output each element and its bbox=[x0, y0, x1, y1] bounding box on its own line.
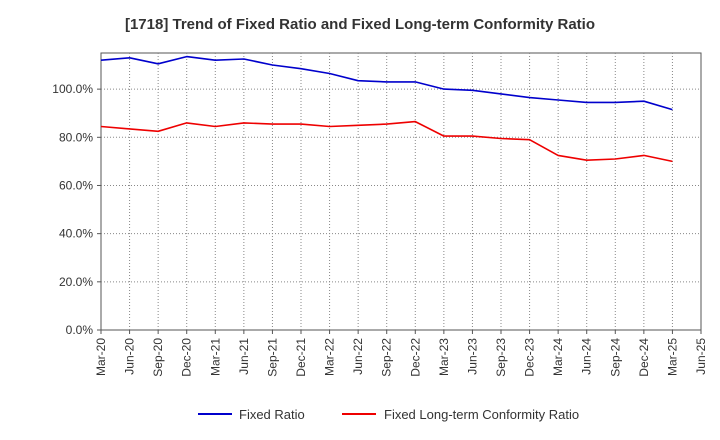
x-tick-label: Dec-22 bbox=[408, 338, 422, 377]
y-tick-label: 20.0% bbox=[59, 275, 93, 289]
x-tick-label: Mar-24 bbox=[551, 338, 565, 376]
series-layer bbox=[100, 55, 673, 163]
x-tick-label: Dec-23 bbox=[523, 338, 537, 377]
x-tick-label: Mar-20 bbox=[94, 338, 108, 376]
y-tick-label: 60.0% bbox=[59, 178, 93, 192]
x-tick-label: Jun-24 bbox=[580, 338, 594, 375]
series-line-fixed-ratio bbox=[100, 55, 673, 111]
x-tick-label: Mar-25 bbox=[665, 338, 679, 376]
x-tick-label: Dec-21 bbox=[294, 338, 308, 377]
x-tick-label: Jun-23 bbox=[465, 338, 479, 375]
x-tick-label: Sep-24 bbox=[608, 338, 622, 377]
legend: Fixed Ratio Fixed Long-term Conformity Ra… bbox=[198, 407, 579, 422]
axes: 0.0% 20.0% 40.0% 60.0% 80.0% 100.0% Mar-20 Jun-… bbox=[52, 82, 708, 377]
x-tick-label: Sep-23 bbox=[494, 338, 508, 377]
chart-title: [1718] Trend of Fixed Ratio and Fixed Lo… bbox=[124, 16, 596, 33]
x-tick-label: Jun-25 bbox=[694, 338, 708, 375]
y-tick-label: 80.0% bbox=[59, 130, 93, 144]
x-tick-label: Mar-22 bbox=[323, 338, 337, 376]
grid bbox=[100, 52, 702, 331]
y-tick-label: 40.0% bbox=[59, 227, 93, 241]
x-tick-label: Mar-21 bbox=[208, 338, 222, 376]
x-tick-label: Sep-21 bbox=[265, 338, 279, 377]
y-tick-label: 100.0% bbox=[52, 82, 93, 96]
x-tick-label: Jun-22 bbox=[351, 338, 365, 375]
series-line-fixed-long-term-conformity-ratio bbox=[100, 120, 673, 163]
x-tick-label: Jun-20 bbox=[123, 338, 137, 375]
x-tick-label: Mar-23 bbox=[437, 338, 451, 376]
legend-label: Fixed Long-term Conformity Ratio bbox=[384, 407, 579, 422]
x-tick-label: Sep-22 bbox=[380, 338, 394, 377]
x-tick-label: Dec-24 bbox=[637, 338, 651, 377]
y-tick-label: 0.0% bbox=[66, 323, 94, 337]
x-tick-label: Dec-20 bbox=[180, 338, 194, 377]
plot-frame bbox=[100, 52, 702, 331]
x-tick-label: Sep-20 bbox=[151, 338, 165, 377]
legend-label: Fixed Ratio bbox=[239, 407, 305, 422]
x-tick-label: Jun-21 bbox=[237, 338, 251, 375]
